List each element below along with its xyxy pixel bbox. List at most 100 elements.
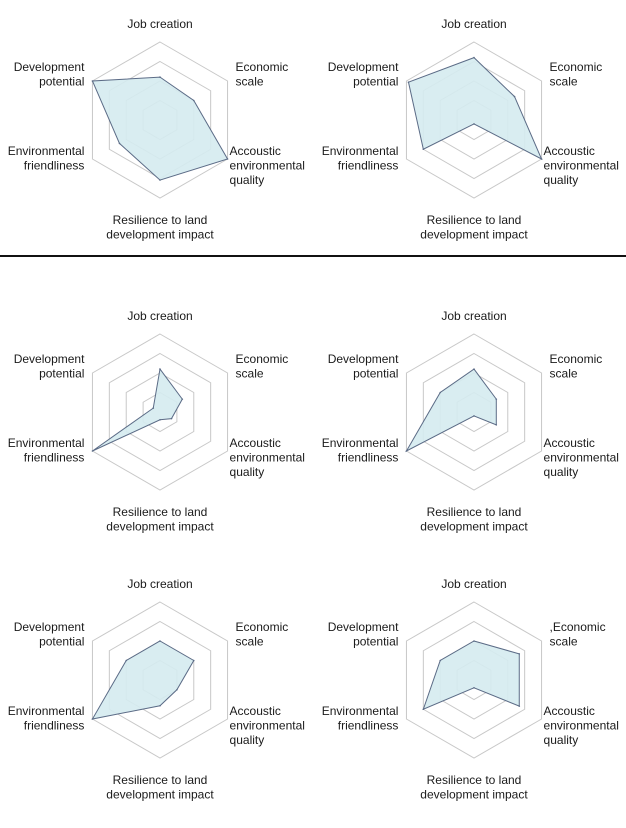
axis-label-3: Accoustic environmental quality — [230, 704, 305, 747]
data-point-4 — [473, 415, 475, 417]
axis-label-2: Economic scale — [236, 620, 289, 649]
axis-label-5: Environmental friendliness — [322, 436, 399, 465]
axis-label-5: Environmental friendliness — [8, 144, 85, 173]
axis-label-4: Resilience to land development impact — [420, 213, 528, 242]
axis-label-line: potential — [39, 635, 84, 649]
axis-label-line: scale — [550, 635, 578, 649]
axis-label-line: Accoustic — [544, 144, 595, 158]
axis-label-line: Accoustic — [544, 436, 595, 450]
axis-label-line: Accoustic — [544, 704, 595, 718]
axis-label-4: Resilience to land development impact — [420, 773, 528, 802]
data-point-3 — [170, 417, 173, 420]
axis-label-line: friendliness — [24, 719, 85, 733]
axis-label-line: Job creation — [441, 309, 506, 323]
axis-label-line: scale — [550, 75, 578, 89]
axis-label-line: quality — [544, 173, 579, 187]
axis-label-line: Resilience to land — [113, 505, 208, 519]
axis-label-6: Development potential — [328, 352, 399, 381]
axis-label-line: Development — [14, 620, 85, 634]
axis-label-1: Job creation — [441, 577, 506, 591]
axis-label-line: Resilience to land — [427, 505, 522, 519]
radar-chart-5: Job creation Economic scale Accoustic enviro… — [8, 577, 305, 802]
grid-ring-4 — [405, 601, 543, 759]
axis-label-line: Development — [328, 60, 399, 74]
axis-label-3: Accoustic environmental quality — [230, 144, 305, 187]
axis-label-line: scale — [236, 75, 264, 89]
data-point-2 — [495, 398, 498, 400]
data-point-2 — [181, 398, 184, 400]
axis-label-line: Environmental — [322, 704, 399, 718]
axis-label-line: development impact — [420, 520, 528, 534]
axis-label-3: Accoustic environmental quality — [544, 144, 619, 187]
axis-label-line: Environmental — [8, 704, 85, 718]
axis-label-line: Development — [328, 352, 399, 366]
data-point-6 — [91, 80, 94, 82]
axis-label-line: Economic — [550, 60, 603, 74]
axis-label-line: quality — [544, 465, 579, 479]
data-point-4 — [159, 704, 161, 707]
axis-label-line: Development — [14, 60, 85, 74]
axis-label-3: Accoustic environmental quality — [544, 704, 619, 747]
axis-label-2: ,Economic scale — [550, 620, 606, 649]
data-point-3 — [518, 705, 521, 707]
axis-label-line: Economic — [550, 352, 603, 366]
data-point-1 — [159, 640, 161, 642]
axis-label-1: Job creation — [127, 577, 192, 591]
axis-label-line: environmental — [230, 719, 305, 733]
axis-label-line: environmental — [230, 159, 305, 173]
data-point-6 — [439, 391, 442, 394]
data-area — [422, 640, 520, 711]
axis-label-line: quality — [230, 733, 265, 747]
data-point-2 — [518, 653, 521, 655]
axis-label-line: development impact — [420, 228, 528, 242]
axis-label-1: Job creation — [441, 309, 506, 323]
axis-label-line: Resilience to land — [113, 213, 208, 227]
axis-label-line: friendliness — [338, 159, 399, 173]
axis-label-line: development impact — [106, 788, 214, 802]
axis-label-4: Resilience to land development impact — [106, 505, 214, 534]
data-area — [405, 368, 497, 453]
axis-label-line: Development — [328, 620, 399, 634]
grid-ring-3 — [108, 620, 212, 740]
axis-label-line: potential — [353, 635, 398, 649]
axis-label-6: Development potential — [14, 60, 85, 89]
data-area — [92, 367, 183, 452]
data-point-3 — [540, 158, 543, 160]
axis-label-line: Accoustic — [230, 704, 281, 718]
axis-label-line: potential — [39, 367, 84, 381]
axis-label-line: Environmental — [8, 144, 85, 158]
grid-ring-3 — [108, 352, 212, 472]
axis-label-1: Job creation — [127, 309, 192, 323]
grid-ring-4 — [91, 601, 229, 759]
data-area — [91, 76, 229, 181]
data-point-6 — [439, 659, 442, 662]
axis-label-line: Environmental — [322, 436, 399, 450]
data-point-2 — [192, 99, 195, 102]
grid-ring-4 — [91, 333, 229, 491]
axis-label-line: Job creation — [441, 17, 506, 31]
axis-label-4: Resilience to land development impact — [106, 773, 214, 802]
axis-label-5: Environmental friendliness — [8, 436, 85, 465]
axis-label-line: Economic — [236, 352, 289, 366]
axis-label-2: Economic scale — [550, 352, 603, 381]
axis-label-line: scale — [236, 367, 264, 381]
axis-label-line: potential — [39, 75, 84, 89]
axis-label-line: scale — [236, 635, 264, 649]
axis-label-line: development impact — [106, 228, 214, 242]
axis-label-line: Resilience to land — [113, 773, 208, 787]
radar-chart-6: Job creation ,Economic scale Accoustic envir… — [322, 577, 619, 802]
axis-label-line: ,Economic — [550, 620, 606, 634]
data-point-2 — [192, 659, 195, 662]
grid-ring-4 — [405, 333, 543, 491]
axis-label-line: development impact — [106, 520, 214, 534]
axis-label-line: Resilience to land — [427, 773, 522, 787]
axis-label-line: friendliness — [338, 451, 399, 465]
data-point-4 — [159, 179, 161, 181]
axis-label-line: Development — [14, 352, 85, 366]
axis-label-line: Job creation — [127, 577, 192, 591]
axis-label-line: environmental — [230, 451, 305, 465]
axis-label-4: Resilience to land development impact — [106, 213, 214, 242]
data-point-3 — [226, 158, 229, 160]
axis-label-line: environmental — [544, 159, 619, 173]
